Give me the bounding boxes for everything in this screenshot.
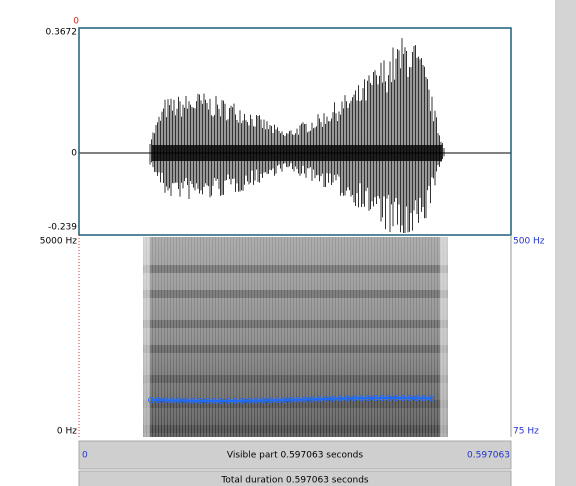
pitch-min: 75 Hz — [513, 427, 539, 437]
formant-band — [143, 425, 448, 433]
pitch-point — [267, 397, 273, 404]
waveform-frame — [78, 27, 512, 236]
pitch-point — [351, 395, 357, 402]
formant-band — [143, 345, 448, 353]
pitch-point — [218, 397, 224, 404]
waveform — [79, 38, 511, 233]
pitch-point — [316, 396, 322, 403]
pitch-point — [288, 396, 294, 403]
pitch-point — [372, 395, 378, 402]
pitch-point — [239, 397, 245, 404]
time-end: 0.597063 — [467, 451, 510, 461]
visible-bar[interactable] — [78, 440, 512, 470]
pitch-point — [309, 396, 315, 403]
pitch-point — [407, 395, 413, 402]
scroll-strip — [555, 0, 576, 486]
pitch-point — [330, 395, 336, 402]
visible-part: Visible part 0.597063 seconds — [227, 451, 363, 461]
striations — [144, 237, 446, 437]
pitch-point — [365, 395, 371, 402]
pitch-point — [421, 395, 427, 402]
pitch-point — [246, 397, 252, 404]
pitch-point — [323, 395, 329, 402]
waveform-core — [152, 145, 442, 161]
pitch-point — [204, 397, 210, 404]
pitch-point — [183, 397, 189, 404]
pitch-point — [428, 395, 434, 402]
pitch-point — [176, 397, 182, 404]
formant-band — [143, 290, 448, 298]
spectrogram-bg — [143, 237, 448, 437]
fade-right — [440, 237, 450, 437]
pitch-point — [253, 397, 259, 404]
amp-max: 0.3672 — [46, 28, 78, 38]
pitch-point — [162, 397, 168, 404]
fade-left — [140, 237, 150, 437]
formant-band — [143, 320, 448, 328]
pitch-point — [260, 397, 266, 404]
pitch-point — [281, 397, 287, 404]
pitch-point — [344, 395, 350, 402]
formant-band — [143, 400, 448, 408]
pitch-point — [393, 395, 399, 402]
pitch-contour — [148, 395, 434, 404]
pitch-point — [379, 395, 385, 402]
cursor-label: 0 — [73, 17, 79, 27]
pitch-point — [190, 397, 196, 404]
pitch-point — [232, 397, 238, 404]
formant-band — [143, 265, 448, 273]
pitch-point — [148, 397, 154, 404]
freq-max: 5000 Hz — [40, 237, 78, 247]
pitch-point — [358, 395, 364, 402]
pitch-point — [211, 397, 217, 404]
formant-band — [143, 375, 448, 383]
pitch-point — [274, 397, 280, 404]
pitch-point — [414, 395, 420, 402]
pitch-point — [197, 397, 203, 404]
pitch-point — [225, 397, 231, 404]
time-start: 0 — [82, 451, 88, 461]
pitch-point — [400, 395, 406, 402]
freq-min: 0 Hz — [57, 427, 77, 437]
pitch-point — [169, 397, 175, 404]
total-bar[interactable] — [78, 470, 512, 486]
pitch-max: 500 Hz — [513, 237, 545, 247]
pitch-point — [295, 396, 301, 403]
amp-min: -0.239 — [48, 223, 77, 233]
spectrogram — [140, 237, 450, 437]
pitch-point — [155, 397, 161, 404]
amp-zero: 0 — [71, 149, 77, 159]
pitch-point — [302, 396, 308, 403]
pitch-point — [386, 395, 392, 402]
total-duration: Total duration 0.597063 seconds — [220, 476, 369, 486]
pitch-point — [337, 395, 343, 402]
